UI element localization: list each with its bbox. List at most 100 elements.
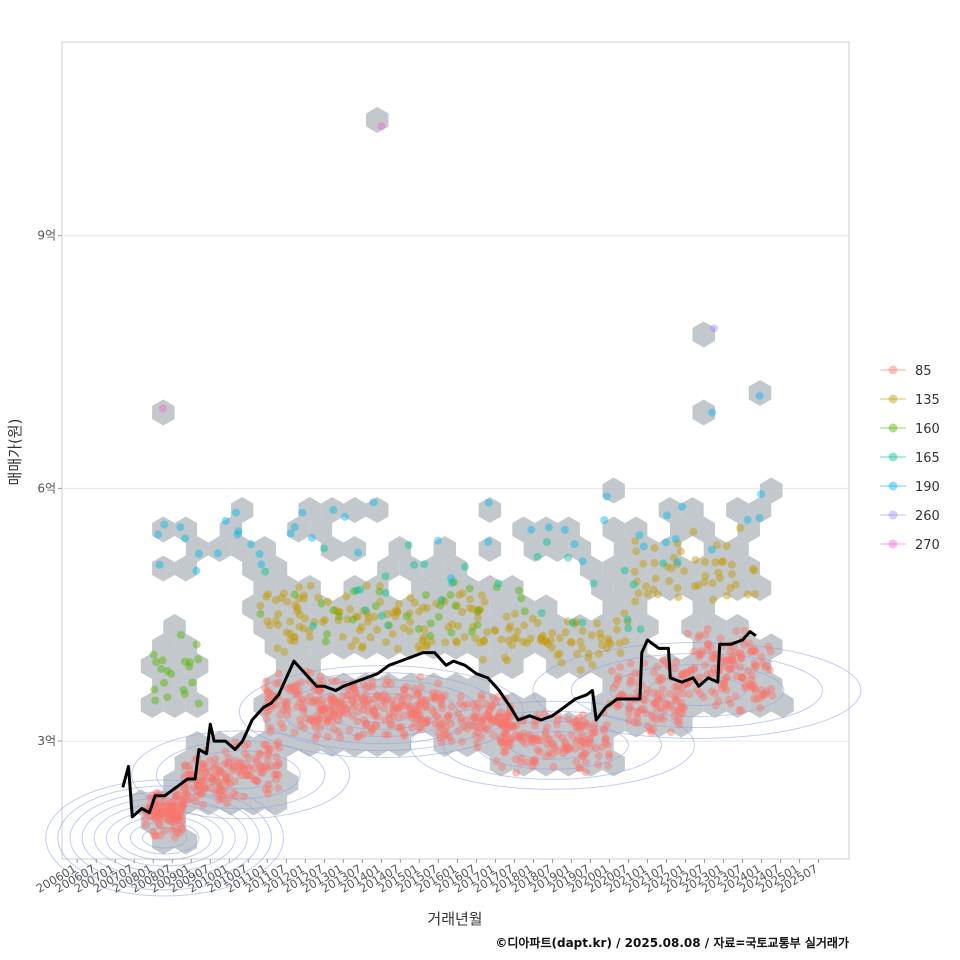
scatter-point-85 <box>279 705 288 714</box>
scatter-point-85 <box>240 742 249 751</box>
scatter-point-85 <box>317 710 326 719</box>
hexbin-cell <box>152 399 175 426</box>
scatter-point-85 <box>382 695 391 704</box>
scatter-point-85 <box>165 806 174 814</box>
scatter-point-85 <box>482 710 491 719</box>
hexbin-cell <box>512 633 535 660</box>
scatter-point-85 <box>211 754 220 763</box>
scatter-point-135 <box>441 638 450 647</box>
scatter-point-85 <box>338 707 347 716</box>
scatter-point-85 <box>581 758 590 767</box>
scatter-point-85 <box>523 758 532 767</box>
scatter-point-85 <box>300 723 309 732</box>
scatter-point-85 <box>564 715 573 724</box>
scatter-point-135 <box>342 592 351 601</box>
scatter-point-85 <box>297 678 306 687</box>
scatter-point-85 <box>661 700 670 709</box>
scatter-point-85 <box>171 815 180 824</box>
scatter-point-85 <box>340 700 349 709</box>
scatter-point-85 <box>295 698 304 707</box>
scatter-point-85 <box>216 766 225 775</box>
scatter-point-85 <box>230 777 239 786</box>
scatter-point-135 <box>513 627 522 636</box>
scatter-point-190 <box>354 548 363 557</box>
hexbin-cell <box>478 575 502 601</box>
scatter-point-85 <box>656 704 665 712</box>
scatter-point-85 <box>328 717 337 726</box>
scatter-point-85 <box>478 724 487 733</box>
scatter-point-85 <box>498 763 507 772</box>
scatter-point-85 <box>150 831 159 840</box>
scatter-point-85 <box>407 713 416 722</box>
scatter-point-85 <box>235 760 244 769</box>
scatter-point-85 <box>264 748 273 757</box>
hexbin-cell <box>163 614 186 640</box>
hexbin-cell <box>377 594 400 621</box>
scatter-point-135 <box>351 636 360 645</box>
scatter-point-85 <box>274 770 283 779</box>
scatter-point-135 <box>324 597 332 606</box>
scatter-point-85 <box>692 686 701 695</box>
scatter-point-85 <box>417 697 426 706</box>
scatter-point-135 <box>469 605 477 613</box>
scatter-point-85 <box>435 720 444 729</box>
scatter-point-85 <box>275 758 284 767</box>
scatter-point-85 <box>394 703 403 712</box>
scatter-point-85 <box>172 814 181 823</box>
hexbin-cell <box>703 614 727 640</box>
hexbin-cell <box>185 653 209 679</box>
scatter-point-85 <box>529 756 538 765</box>
scatter-point-85 <box>413 691 421 699</box>
scatter-point-85 <box>587 728 596 737</box>
scatter-point-85 <box>739 674 748 683</box>
scatter-point-85 <box>459 722 468 731</box>
scatter-point-135 <box>728 570 736 579</box>
scatter-point-85 <box>326 695 335 704</box>
scatter-point-85 <box>296 715 305 724</box>
hexbin-cell <box>568 614 592 640</box>
scatter-point-85 <box>544 735 553 744</box>
scatter-point-85 <box>153 812 162 821</box>
scatter-point-85 <box>431 692 440 701</box>
scatter-point-85 <box>651 699 659 708</box>
scatter-point-85 <box>649 668 658 677</box>
scatter-point-85 <box>198 789 207 798</box>
hexbin-cell <box>163 653 186 679</box>
scatter-point-85 <box>665 689 674 698</box>
scatter-point-85 <box>440 726 448 735</box>
scatter-point-160 <box>256 609 265 618</box>
scatter-point-85 <box>661 658 670 667</box>
legend-key-160 <box>888 423 898 433</box>
scatter-point-85 <box>434 713 443 722</box>
scatter-point-85 <box>512 721 521 730</box>
hexbin-cell <box>174 789 198 816</box>
scatter-point-85 <box>224 758 233 767</box>
contour-ring <box>45 779 285 897</box>
scatter-point-85 <box>164 803 173 812</box>
scatter-point-135 <box>352 612 361 621</box>
scatter-point-85 <box>225 793 234 802</box>
contour-ring <box>93 803 236 873</box>
hexbin-cell <box>534 516 558 543</box>
scatter-point-85 <box>750 645 759 654</box>
scatter-point-135 <box>274 610 283 619</box>
scatter-point-135 <box>370 612 379 621</box>
scatter-point-85 <box>581 749 590 758</box>
scatter-point-135 <box>280 589 288 598</box>
scatter-point-85 <box>406 710 415 719</box>
scatter-point-85 <box>394 713 403 722</box>
scatter-point-165 <box>320 544 329 553</box>
scatter-point-85 <box>253 777 262 786</box>
scatter-point-135 <box>673 584 682 593</box>
scatter-point-135 <box>406 617 415 626</box>
scatter-point-85 <box>613 675 622 684</box>
scatter-point-85 <box>671 695 680 704</box>
scatter-point-135 <box>460 633 469 641</box>
scatter-point-85 <box>624 716 633 725</box>
scatter-point-85 <box>368 677 377 686</box>
density-contours <box>45 642 862 897</box>
hexbin-cell <box>579 750 603 777</box>
scatter-point-85 <box>282 700 291 709</box>
scatter-point-85 <box>470 712 478 721</box>
hexbin-cell <box>230 497 254 523</box>
